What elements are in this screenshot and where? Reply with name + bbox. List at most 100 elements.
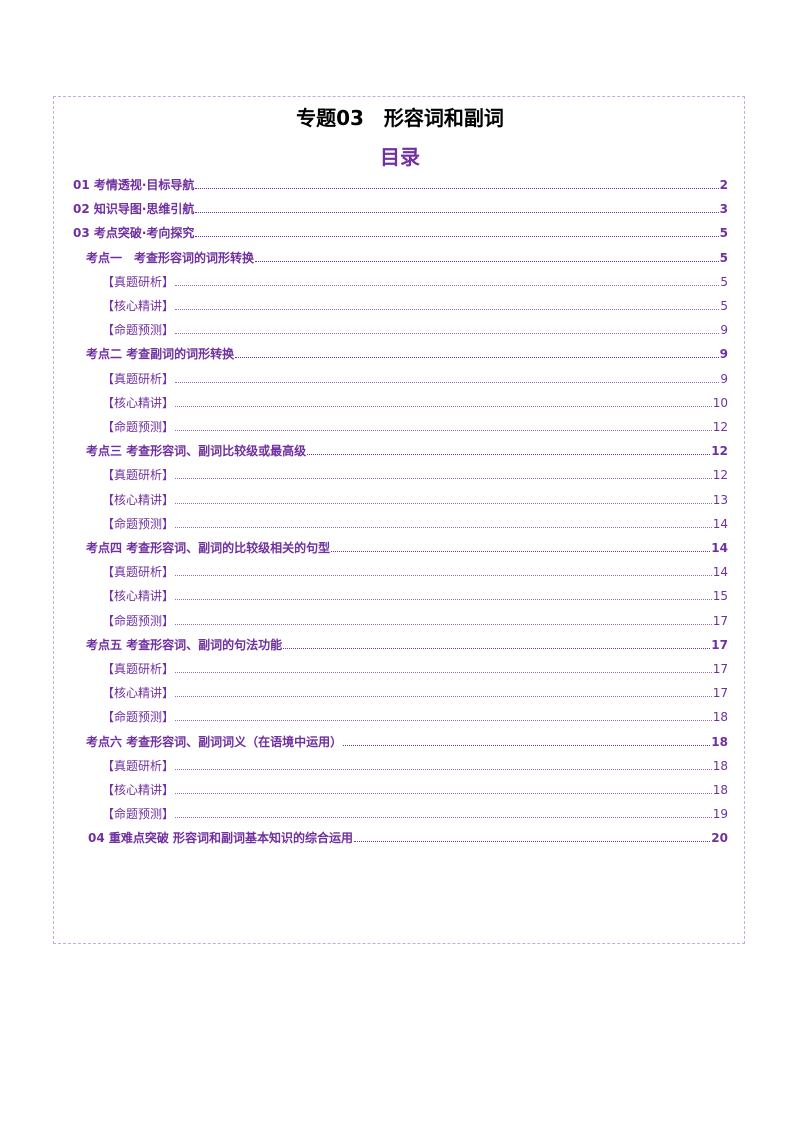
toc-entry[interactable]: 【命题预测】 17 — [102, 611, 728, 629]
toc-entry[interactable]: 【核心精讲】 13 — [102, 490, 728, 508]
toc-entry[interactable]: 【命题预测】 14 — [102, 514, 728, 532]
toc-entry-page: 10 — [712, 395, 728, 410]
toc-entry-label: 考点三 考查形容词、副词比较级或最高级 — [86, 444, 307, 459]
dot-leader — [175, 599, 712, 601]
dot-leader — [354, 841, 711, 843]
toc-entry-page: 17 — [712, 613, 728, 628]
toc-entry-label: 【核心精讲】 — [102, 783, 175, 797]
dot-leader — [175, 793, 712, 794]
toc-entry[interactable]: 【核心精讲】 18 — [102, 780, 728, 798]
dot-leader — [175, 333, 720, 335]
toc-entry[interactable]: 考点二 考查副词的词形转换 9 — [86, 344, 728, 362]
toc-entry-page: 15 — [712, 589, 728, 604]
toc-entry-label: 【核心精讲】 — [102, 299, 175, 313]
toc-entry-page: 18 — [712, 783, 728, 797]
toc-entry[interactable]: 考点三 考查形容词、副词比较级或最高级 12 — [86, 441, 728, 459]
toc-entry[interactable]: 01 考情透视·目标导航 2 — [73, 175, 728, 193]
toc-entry-page: 12 — [712, 420, 728, 434]
toc-entry-label: 【核心精讲】 — [102, 589, 175, 604]
dot-leader — [175, 623, 712, 625]
toc-entry-label: 【命题预测】 — [102, 516, 175, 531]
dot-leader — [175, 768, 712, 770]
toc-entry-label: 01 考情透视·目标导航 — [73, 178, 195, 192]
toc-entry[interactable]: 【真题研析】 5 — [102, 272, 728, 290]
toc-entry[interactable]: 【核心精讲】 17 — [102, 683, 728, 701]
toc-entry-page: 17 — [712, 662, 728, 676]
dot-leader — [175, 720, 712, 722]
dot-leader — [175, 309, 720, 310]
dot-leader — [175, 284, 720, 286]
toc-entry-label: 【真题研析】 — [102, 274, 175, 289]
dot-leader — [283, 647, 711, 649]
toc-entry-page: 9 — [720, 371, 728, 386]
toc-entry-page: 13 — [712, 492, 728, 507]
toc-entry-label: 【命题预测】 — [102, 710, 175, 725]
toc-entry-page: 18 — [712, 710, 728, 725]
toc-entry[interactable]: 【真题研析】 18 — [102, 756, 728, 774]
toc-entry-label: 考点四 考查形容词、副词的比较级相关的句型 — [86, 541, 331, 555]
toc-entry[interactable]: 【核心精讲】 15 — [102, 586, 728, 604]
toc-entry-page: 5 — [719, 226, 728, 241]
toc-entry-page: 19 — [712, 807, 728, 822]
toc-entry[interactable]: 【核心精讲】 5 — [102, 296, 728, 314]
toc-entry-label: 考点一 考查形容词的词形转换 — [86, 250, 255, 265]
toc-entry-page: 9 — [720, 323, 728, 338]
dot-leader — [175, 672, 712, 673]
toc-entry[interactable]: 【真题研析】 14 — [102, 562, 728, 580]
toc-entry[interactable]: 03 考点突破·考向探究 5 — [73, 223, 728, 241]
dot-leader — [175, 478, 712, 480]
toc-entry-page: 18 — [711, 734, 728, 749]
dot-leader — [175, 575, 712, 577]
toc-entry-label: 考点五 考查形容词、副词的句法功能 — [86, 637, 283, 652]
dot-leader — [307, 454, 711, 456]
dot-leader — [175, 430, 712, 431]
dot-leader — [175, 526, 712, 528]
toc-entry-page: 14 — [712, 516, 728, 531]
dot-leader — [175, 405, 712, 407]
dot-leader — [235, 357, 719, 359]
toc-entry-label: 【命题预测】 — [102, 807, 175, 822]
toc-entry-page: 2 — [719, 178, 728, 192]
dot-leader — [195, 212, 719, 214]
toc-entry[interactable]: 【核心精讲】 10 — [102, 393, 728, 411]
toc-entry-label: 【真题研析】 — [102, 662, 175, 676]
toc-entry-label: 【命题预测】 — [102, 323, 175, 338]
dot-leader — [331, 551, 711, 552]
toc-entry[interactable]: 【命题预测】 12 — [102, 417, 728, 435]
document-title: 专题03 形容词和副词 — [296, 106, 504, 130]
page-border — [53, 96, 745, 944]
toc-entry-page: 14 — [711, 541, 728, 555]
toc-entry[interactable]: 考点一 考查形容词的词形转换 5 — [86, 248, 728, 266]
toc-entry-label: 【真题研析】 — [102, 468, 175, 483]
toc-entry-page: 18 — [712, 758, 728, 773]
toc-entry-label: 【命题预测】 — [102, 420, 175, 434]
toc-entry-label: 【真题研析】 — [102, 758, 175, 773]
toc-entry[interactable]: 04 重难点突破 形容词和副词基本知识的综合运用 20 — [88, 828, 728, 846]
toc-entry[interactable]: 【命题预测】 9 — [102, 320, 728, 338]
toc-entry[interactable]: 02 知识导图·思维引航 3 — [73, 199, 728, 217]
toc-entry-label: 【真题研析】 — [102, 565, 175, 580]
toc-entry-page: 5 — [720, 274, 728, 289]
toc-entry[interactable]: 【真题研析】 17 — [102, 659, 728, 677]
dot-leader — [195, 236, 719, 238]
toc-entry[interactable]: 【命题预测】 18 — [102, 707, 728, 725]
toc-entry-page: 9 — [719, 347, 728, 362]
toc-entry-label: 【核心精讲】 — [102, 686, 175, 701]
dot-leader — [175, 696, 712, 698]
toc-entry-label: 03 考点突破·考向探究 — [73, 226, 195, 241]
toc-entry-page: 12 — [712, 468, 728, 483]
dot-leader — [195, 188, 719, 189]
toc-entry-page: 17 — [711, 637, 728, 652]
toc-entry[interactable]: 【真题研析】 12 — [102, 465, 728, 483]
toc-entry[interactable]: 【真题研析】 9 — [102, 369, 728, 387]
toc-entry[interactable]: 考点五 考查形容词、副词的句法功能 17 — [86, 635, 728, 653]
toc-entry-label: 【核心精讲】 — [102, 492, 175, 507]
toc-entry-page: 5 — [720, 299, 728, 313]
toc-entry-page: 20 — [711, 831, 728, 846]
dot-leader — [175, 817, 712, 819]
toc-entry-label: 考点二 考查副词的词形转换 — [86, 347, 235, 362]
toc-entry-page: 14 — [712, 565, 728, 580]
toc-entry[interactable]: 【命题预测】 19 — [102, 804, 728, 822]
toc-entry[interactable]: 考点四 考查形容词、副词的比较级相关的句型 14 — [86, 538, 728, 556]
toc-entry[interactable]: 考点六 考查形容词、副词词义（在语境中运用） 18 — [86, 732, 728, 750]
